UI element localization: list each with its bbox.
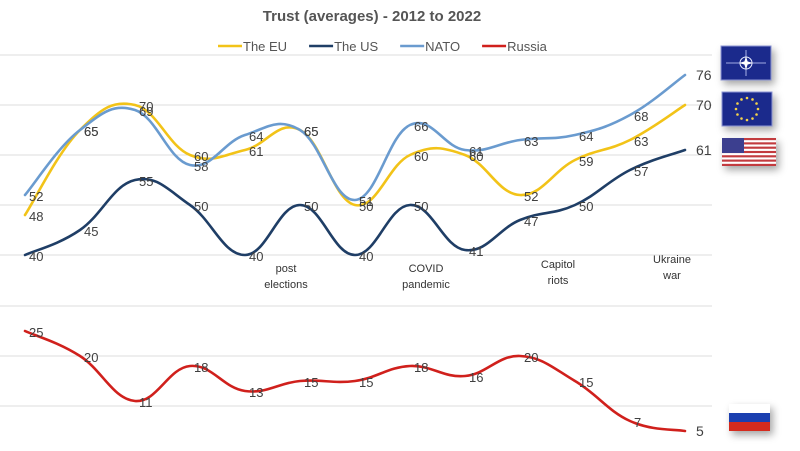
event-annotation-covid-pandemic: COVID pandemic bbox=[402, 263, 450, 291]
event-annotations: post elections COVID pandemic Capitol riots Uk… bbox=[264, 254, 691, 291]
data-label-the-eu: 48 bbox=[29, 209, 43, 224]
us-flag-icon bbox=[722, 138, 776, 166]
data-label-the-us: 45 bbox=[84, 224, 98, 239]
data-label-russia: 7 bbox=[634, 415, 641, 430]
us-stripe bbox=[722, 163, 776, 166]
data-label-russia: 20 bbox=[524, 350, 538, 365]
data-label-the-eu: 63 bbox=[634, 134, 648, 149]
data-label-the-eu: 60 bbox=[194, 149, 208, 164]
lower-gridlines bbox=[0, 305, 712, 407]
data-label-the-eu: 61 bbox=[249, 144, 263, 159]
eu-star bbox=[756, 107, 760, 111]
legend-label: The US bbox=[334, 39, 378, 54]
data-label-nato: 58 bbox=[194, 159, 208, 174]
legend: The EU The US NATO Russia bbox=[218, 39, 548, 54]
legend-label: Russia bbox=[507, 39, 548, 54]
legend-label: NATO bbox=[425, 39, 460, 54]
eu-star bbox=[734, 107, 738, 111]
legend-label: The EU bbox=[243, 39, 287, 54]
event-annotation-ukraine-war: Ukraine war bbox=[653, 254, 691, 282]
data-label-russia: 15 bbox=[579, 375, 593, 390]
data-label-the-eu: 65 bbox=[304, 124, 318, 139]
data-label-nato: 68 bbox=[634, 109, 648, 124]
event-annotation-post-elections: post elections bbox=[264, 263, 308, 291]
data-label-nato: 52 bbox=[29, 189, 43, 204]
data-label-the-us: 50 bbox=[414, 199, 428, 214]
event-annotation-capitol-riots: Capitol riots bbox=[541, 259, 575, 287]
data-label-nato: 65 bbox=[304, 124, 318, 139]
data-label-russia: 18 bbox=[414, 360, 428, 375]
data-label-the-us: 55 bbox=[139, 174, 153, 189]
nato-flag-icon bbox=[720, 45, 772, 81]
legend-item-the-us: The US bbox=[309, 39, 378, 54]
data-label-russia: 13 bbox=[249, 385, 263, 400]
data-label-nato: 61 bbox=[469, 144, 483, 159]
data-label-the-us: 40 bbox=[359, 249, 373, 264]
us-stripe bbox=[722, 138, 776, 141]
data-label-nato: 51 bbox=[359, 194, 373, 209]
series-line-the-us bbox=[23, 148, 687, 257]
eu-star bbox=[751, 98, 754, 101]
us-stripe bbox=[722, 155, 776, 158]
data-label-russia: 18 bbox=[194, 360, 208, 375]
us-stripe bbox=[722, 150, 776, 154]
us-stripe bbox=[722, 159, 776, 162]
data-label-nato: 76 bbox=[696, 67, 712, 83]
data-label-nato: 66 bbox=[414, 119, 428, 134]
data-label-nato: 63 bbox=[524, 134, 538, 149]
eu-star bbox=[745, 118, 749, 122]
data-label-the-eu: 60 bbox=[469, 149, 483, 164]
eu-star bbox=[736, 102, 739, 105]
data-label-nato: 69 bbox=[139, 104, 153, 119]
data-label-the-us: 40 bbox=[29, 249, 43, 264]
data-label-russia: 5 bbox=[696, 423, 704, 439]
data-label-the-eu: 70 bbox=[139, 99, 153, 114]
data-label-the-eu: 59 bbox=[579, 154, 593, 169]
data-label-the-eu: 60 bbox=[414, 149, 428, 164]
eu-star bbox=[740, 117, 743, 120]
eu-star bbox=[755, 113, 758, 116]
data-label-russia: 20 bbox=[84, 350, 98, 365]
data-label-russia: 25 bbox=[29, 325, 43, 340]
data-label-the-us: 40 bbox=[249, 249, 263, 264]
eu-star bbox=[751, 117, 754, 120]
eu-star bbox=[745, 96, 749, 100]
legend-item-nato: NATO bbox=[400, 39, 460, 54]
data-label-the-us: 50 bbox=[304, 199, 318, 214]
data-label-russia: 11 bbox=[139, 395, 153, 410]
us-stripe bbox=[722, 142, 776, 145]
data-label-the-us: 57 bbox=[634, 164, 648, 179]
chart-title: Trust (averages) - 2012 to 2022 bbox=[263, 8, 481, 25]
data-label-the-us: 50 bbox=[579, 199, 593, 214]
eu-star bbox=[736, 113, 739, 116]
data-label-the-us: 50 bbox=[194, 199, 208, 214]
eu-star bbox=[755, 102, 758, 105]
data-label-nato: 65 bbox=[84, 124, 98, 139]
russia-flag-icon bbox=[729, 404, 770, 431]
series-line-the-eu bbox=[23, 102, 687, 217]
data-label-russia: 15 bbox=[359, 375, 373, 390]
eu-star bbox=[740, 98, 743, 101]
series-line-russia bbox=[23, 329, 687, 433]
series-line-nato bbox=[23, 73, 687, 202]
data-label-the-eu: 65 bbox=[84, 124, 98, 139]
data-label-the-us: 41 bbox=[469, 244, 483, 259]
data-label-the-eu: 50 bbox=[359, 199, 373, 214]
legend-item-the-eu: The EU bbox=[218, 39, 287, 54]
data-label-nato: 64 bbox=[579, 129, 593, 144]
us-stripe bbox=[722, 146, 776, 149]
series-lines bbox=[23, 73, 687, 433]
data-label-russia: 15 bbox=[304, 375, 318, 390]
data-label-the-us: 61 bbox=[696, 142, 712, 158]
eu-flag-icon bbox=[721, 91, 773, 127]
data-label-the-eu: 52 bbox=[524, 189, 538, 204]
data-label-the-eu: 70 bbox=[696, 97, 712, 113]
data-label-russia: 16 bbox=[469, 370, 483, 385]
data-label-nato: 64 bbox=[249, 129, 263, 144]
upper-gridlines bbox=[0, 54, 712, 256]
data-label-the-us: 47 bbox=[524, 214, 538, 229]
legend-item-russia: Russia bbox=[482, 39, 548, 54]
